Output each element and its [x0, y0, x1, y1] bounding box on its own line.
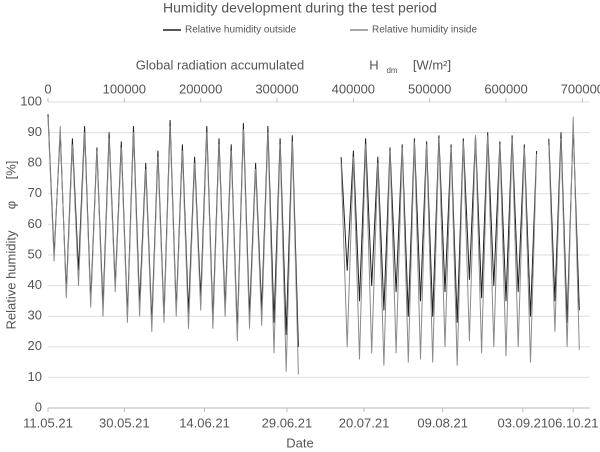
y-tick-label: 100: [20, 93, 42, 108]
y-tick-label: 80: [28, 155, 42, 170]
x-tick-label: 20.07.21: [339, 415, 390, 430]
x2-tick-label: 400000: [332, 81, 375, 96]
x2-tick-label: 700000: [561, 81, 600, 96]
x2-axis-symbol-sub: dm: [386, 66, 397, 75]
x2-axis-label: Global radiation accumulated: [136, 57, 304, 72]
x2-axis-symbol: H: [369, 57, 378, 72]
y-tick-label: 40: [28, 277, 42, 292]
x-tick-label: 06.10.21: [548, 415, 599, 430]
x-tick-label: 14.06.21: [179, 415, 230, 430]
y-tick-label: 50: [28, 246, 42, 261]
x-axis-label: Date: [286, 435, 313, 450]
x-tick-label: 11.05.21: [23, 415, 73, 430]
y-axis-unit: [%]: [3, 161, 18, 180]
legend-label: Relative humidity outside: [185, 25, 297, 36]
y-tick-label: 30: [28, 308, 42, 323]
x-tick-label: 29.06.21: [262, 415, 313, 430]
x2-tick-label: 0: [44, 81, 51, 96]
chart-title: Humidity development during the test per…: [163, 0, 437, 16]
x-tick-label: 30.05.21: [99, 415, 150, 430]
series-line: [47, 116, 580, 375]
legend-label: Relative humidity inside: [372, 25, 477, 36]
x-tick-label: 03.09.21: [498, 415, 549, 430]
y-tick-label: 60: [28, 216, 42, 231]
x2-tick-label: 500000: [408, 81, 451, 96]
y-tick-label: 10: [28, 369, 42, 384]
y-tick-label: 90: [28, 124, 42, 139]
y-tick-label: 20: [28, 338, 42, 353]
x2-tick-label: 200000: [179, 81, 222, 96]
x2-tick-label: 100000: [103, 81, 146, 96]
x-tick-label: 09.08.21: [417, 415, 468, 430]
y-axis-label-group: Relative humidity φ [%]: [3, 161, 18, 330]
y-axis-symbol: φ: [3, 201, 18, 209]
x2-axis-unit: [W/m²]: [413, 57, 451, 72]
y-tick-label: 0: [35, 399, 42, 414]
y-axis-label: Relative humidity: [3, 230, 18, 329]
y-tick-label: 70: [28, 185, 42, 200]
x2-tick-label: 300000: [255, 81, 298, 96]
x2-tick-label: 600000: [484, 81, 527, 96]
